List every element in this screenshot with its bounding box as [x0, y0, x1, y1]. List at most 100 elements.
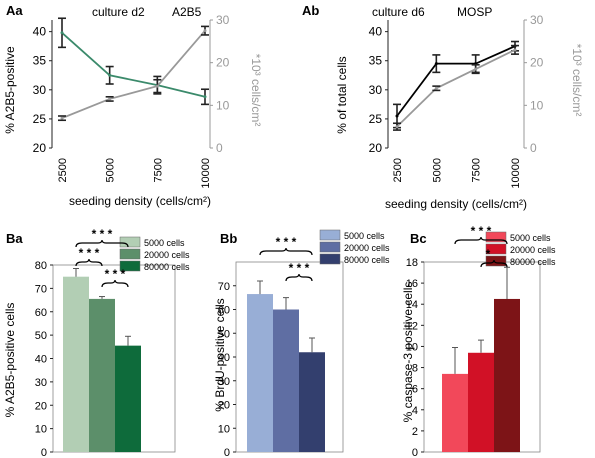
- significance-label: * * *: [79, 246, 100, 260]
- y-tick-label-right: 0: [530, 141, 537, 155]
- legend-label: 5000 cells: [144, 238, 185, 248]
- data-point: [108, 73, 112, 77]
- legend-swatch: [119, 248, 141, 260]
- y-tick-label-left: 25: [369, 112, 383, 126]
- aa-title: culture d2: [92, 5, 145, 19]
- y-tick-label-left: 35: [33, 54, 47, 68]
- series-line-green: [61, 32, 206, 98]
- y-tick-label: 12: [406, 320, 418, 332]
- legend-swatch: [319, 229, 341, 241]
- legend-swatch: [319, 241, 341, 253]
- bar: [63, 276, 89, 452]
- y-tick-label: 40: [35, 354, 47, 366]
- legend-swatch: [485, 243, 507, 255]
- y-tick-label: 0: [224, 447, 230, 458]
- chart-bc: 0 2 4 6 8 10 12 14 16 18 5000 cells 20000 cells 8000…: [406, 224, 556, 458]
- bar: [89, 298, 115, 452]
- y-tick-label: 0: [412, 447, 418, 458]
- y-tick-label-left: 25: [33, 112, 47, 126]
- panel-label-ab: Ab: [302, 3, 319, 18]
- legend-swatch: [485, 255, 507, 267]
- bar: [273, 309, 299, 452]
- ab-ylabel: % of total cells: [335, 56, 349, 133]
- y-tick-label: 30: [35, 377, 47, 389]
- legend-label: 80000 cells: [344, 255, 390, 265]
- legend-swatch: [485, 231, 507, 243]
- bar: [468, 352, 494, 452]
- y-tick-label: 18: [406, 257, 418, 269]
- significance-label: *: [486, 247, 491, 261]
- y-tick-label-right: 0: [216, 141, 223, 155]
- aa-ylabel-right: *10³ cells/cm²: [249, 54, 263, 127]
- aa-subtitle: A2B5: [172, 5, 202, 19]
- chart-aa: 20 25 30 35 40 0 10 20 30 2500 5000 7500 10000: [33, 13, 230, 189]
- legend-label: 80000 cells: [510, 257, 556, 267]
- y-tick-label-right: 10: [216, 98, 230, 112]
- significance-bracket: [75, 239, 129, 248]
- y-tick-label-right: 10: [530, 98, 544, 112]
- aa-ylabel: % A2B5-positive: [3, 46, 17, 134]
- y-tick-label-left: 20: [369, 141, 383, 155]
- data-point: [434, 62, 438, 66]
- x-tick-label: 7500: [471, 158, 483, 182]
- data-point: [60, 116, 64, 120]
- legend-swatch: [119, 236, 141, 248]
- y-tick-label: 4: [412, 405, 418, 417]
- legend-label: 20000 cells: [510, 245, 556, 255]
- y-tick-label-left: 30: [369, 83, 383, 97]
- x-tick-label: 2500: [392, 158, 404, 182]
- data-point: [395, 114, 399, 118]
- y-tick-label: 70: [35, 283, 47, 295]
- chart-ba: 0 10 20 30 40 50 60 70 80 5000 cells 20000 cells 80…: [35, 227, 190, 458]
- aa-xlabel: seeding density (cells/cm²): [69, 194, 211, 208]
- y-tick-label: 0: [41, 447, 47, 458]
- data-point: [513, 48, 517, 52]
- y-tick-label: 10: [406, 341, 418, 353]
- ab-xlabel: seeding density (cells/cm²): [385, 197, 527, 211]
- series-line-gray: [61, 30, 206, 119]
- data-point: [60, 31, 64, 35]
- significance-bracket: [259, 247, 313, 256]
- x-tick-label: 2500: [57, 158, 69, 182]
- y-tick-label-left: 20: [33, 141, 47, 155]
- panel-label-aa: Aa: [6, 3, 23, 18]
- legend-label: 20000 cells: [144, 250, 190, 260]
- y-tick-label-right: 30: [216, 13, 230, 27]
- significance-label: * * *: [276, 235, 297, 249]
- legend-swatch: [119, 260, 141, 272]
- y-tick-label: 8: [412, 363, 418, 375]
- legend-label: 5000 cells: [510, 233, 551, 243]
- ab-subtitle: MOSP: [457, 5, 492, 19]
- y-tick-label: 20: [35, 400, 47, 412]
- bc-ylabel: % caspase-3 positive cells: [401, 282, 415, 423]
- bar: [442, 373, 468, 452]
- y-tick-label: 10: [35, 424, 47, 436]
- legend-label: 80000 cells: [144, 262, 190, 272]
- y-tick-label: 6: [412, 384, 418, 396]
- x-tick-label: 5000: [105, 158, 117, 182]
- bar: [494, 298, 520, 452]
- x-tick-label: 10000: [510, 158, 522, 189]
- significance-label: * * *: [471, 224, 492, 238]
- significance-bracket: [101, 279, 129, 288]
- panel-label-bb: Bb: [220, 231, 237, 246]
- bar: [299, 352, 325, 452]
- legend-swatch: [319, 253, 341, 265]
- data-point: [434, 86, 438, 90]
- panel-label-ba: Ba: [6, 231, 23, 246]
- data-point: [108, 97, 112, 101]
- data-point: [155, 84, 159, 88]
- y-tick-label-right: 20: [216, 56, 230, 70]
- significance-bracket: [75, 258, 103, 267]
- x-tick-label: 7500: [152, 158, 164, 182]
- y-tick-label-right: 20: [530, 56, 544, 70]
- y-tick-label: 80: [35, 260, 47, 272]
- data-point: [203, 95, 207, 99]
- significance-bracket: [454, 236, 508, 245]
- significance-label: * * *: [92, 227, 113, 241]
- y-tick-label: 30: [218, 376, 230, 388]
- y-tick-label-left: 40: [33, 25, 47, 39]
- y-tick-label: 50: [218, 328, 230, 340]
- y-tick-label: 20: [218, 400, 230, 412]
- y-tick-label: 2: [412, 426, 418, 438]
